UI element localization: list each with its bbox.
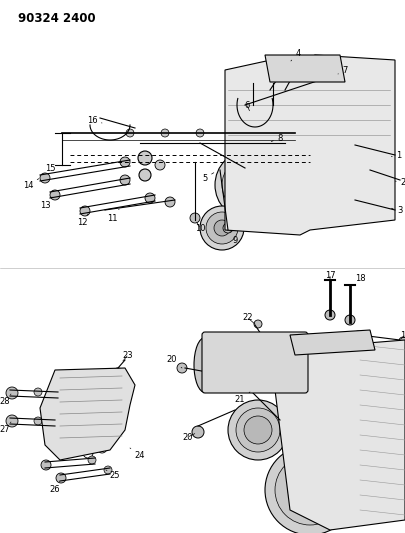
Circle shape [138,151,151,165]
Circle shape [205,212,237,244]
Text: 90324 2400: 90324 2400 [18,12,96,25]
Circle shape [213,220,230,236]
Text: 20: 20 [166,356,181,368]
Circle shape [145,193,155,203]
Circle shape [222,223,232,233]
Circle shape [164,197,175,207]
Circle shape [243,416,271,444]
Text: 6: 6 [244,101,249,111]
Text: 12: 12 [77,214,88,227]
Circle shape [97,443,107,453]
Text: 1: 1 [390,150,401,159]
Text: 11: 11 [107,209,119,222]
Circle shape [344,315,354,325]
Text: 28: 28 [0,394,11,407]
Text: 20: 20 [182,432,194,441]
Circle shape [231,167,267,203]
Circle shape [6,387,18,399]
Text: 17: 17 [324,271,335,280]
Circle shape [254,320,261,328]
Text: 25: 25 [106,470,120,480]
Circle shape [273,418,281,426]
Circle shape [241,177,257,193]
Circle shape [126,129,134,137]
Circle shape [34,388,42,396]
Circle shape [299,480,319,500]
Circle shape [177,363,187,373]
Text: 21: 21 [234,392,249,405]
Circle shape [382,200,392,210]
Circle shape [112,368,124,380]
Circle shape [215,150,284,220]
Circle shape [48,389,56,397]
Text: 13: 13 [40,197,52,209]
Circle shape [385,176,393,184]
Circle shape [264,445,354,533]
Circle shape [196,129,203,137]
Circle shape [200,206,243,250]
Circle shape [6,415,18,427]
Text: 2: 2 [394,177,405,187]
Circle shape [270,129,278,137]
Text: 18: 18 [349,273,364,285]
Circle shape [155,160,164,170]
Circle shape [274,455,344,525]
Text: 23: 23 [122,351,133,361]
Circle shape [88,456,96,464]
Circle shape [75,430,85,440]
Text: 24: 24 [130,448,145,459]
Text: 14: 14 [23,179,39,190]
Text: 19: 19 [399,330,405,340]
Circle shape [50,190,60,200]
Circle shape [190,213,200,223]
Circle shape [398,337,405,345]
Circle shape [287,468,331,512]
Circle shape [56,473,66,483]
Polygon shape [274,340,404,530]
Circle shape [83,448,93,458]
Circle shape [235,408,279,452]
Circle shape [324,310,334,320]
Circle shape [120,175,130,185]
Circle shape [70,445,80,455]
Circle shape [228,400,287,460]
Ellipse shape [296,337,318,392]
Circle shape [353,331,361,339]
Circle shape [80,206,90,216]
Text: 8: 8 [271,133,282,142]
Circle shape [34,417,42,425]
Polygon shape [40,368,135,460]
Text: 7: 7 [337,66,347,75]
Circle shape [40,173,50,183]
Circle shape [235,129,243,137]
Polygon shape [289,330,374,355]
Circle shape [161,129,168,137]
Text: 15: 15 [45,164,60,173]
Ellipse shape [194,337,215,392]
Circle shape [104,466,112,474]
Text: 26: 26 [49,481,60,495]
Polygon shape [264,55,344,82]
Text: 16: 16 [87,116,102,125]
Circle shape [120,157,130,167]
FancyBboxPatch shape [202,332,307,393]
Polygon shape [224,55,394,235]
Text: 9: 9 [230,231,237,245]
Text: 5: 5 [202,173,213,182]
Circle shape [139,169,151,181]
Text: 10: 10 [194,222,205,232]
Circle shape [332,68,342,78]
Text: 3: 3 [390,206,402,214]
Text: 4: 4 [290,49,300,61]
Circle shape [192,426,203,438]
Text: 27: 27 [0,422,11,434]
Circle shape [383,153,391,161]
Text: 22: 22 [242,313,254,324]
Circle shape [222,157,277,213]
Circle shape [48,418,56,426]
Circle shape [41,460,51,470]
